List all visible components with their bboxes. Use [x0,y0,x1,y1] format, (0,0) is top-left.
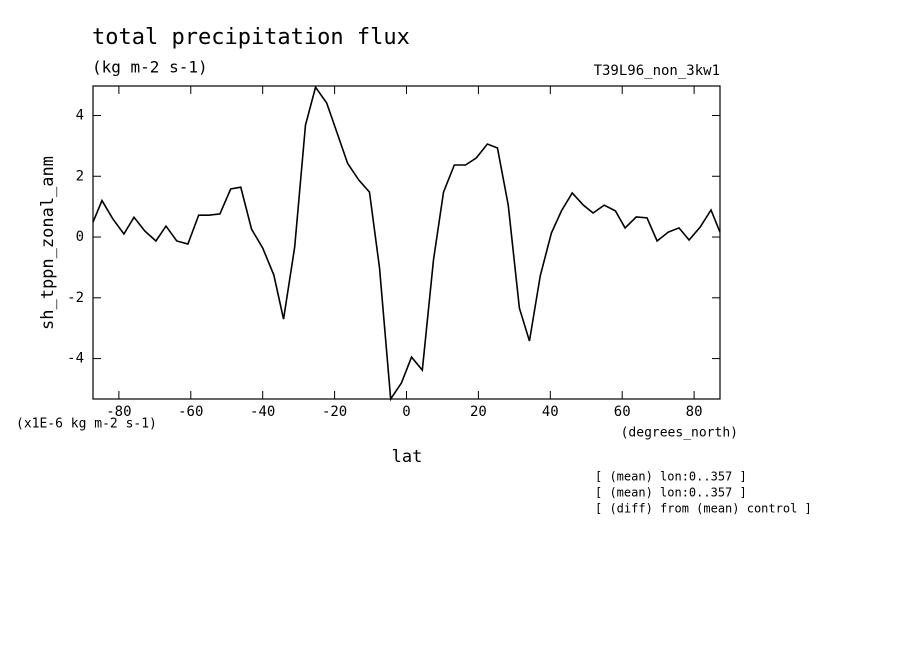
x-units: (degrees_north) [621,426,738,441]
x-tick-label: -80 [106,404,131,420]
annotation: [ (mean) lon:0..357 ] [595,470,747,484]
x-tick-label: -60 [178,404,203,420]
y-tick-label: -4 [67,351,84,367]
dataset-label: T39L96_non_3kw1 [594,63,720,79]
y-tick-label: 4 [76,107,84,123]
annotation: [ (mean) lon:0..357 ] [595,486,747,500]
y-tick-label: 2 [76,168,84,184]
x-tick-label: -40 [250,404,275,420]
y-units: (x1E-6 kg m-2 s-1) [16,417,157,432]
y-tick-label: -2 [67,290,84,306]
y-axis-label: sh_tppn_zonal_anm [38,156,58,330]
x-axis-label: lat [392,447,423,467]
annotation: [ (diff) from (mean) control ] [595,502,812,516]
x-tick-label: 40 [542,404,559,420]
data-line [92,85,721,402]
chart-title: total precipitation flux [92,25,410,50]
x-tick-label: 80 [686,404,703,420]
x-tick-label: 60 [614,404,631,420]
y-tick-label: 0 [76,229,84,245]
chart-subtitle: (kg m-2 s-1) [92,58,208,77]
x-tick-label: 20 [470,404,487,420]
x-tick-label: -20 [322,404,347,420]
x-tick-label: 0 [402,404,410,420]
